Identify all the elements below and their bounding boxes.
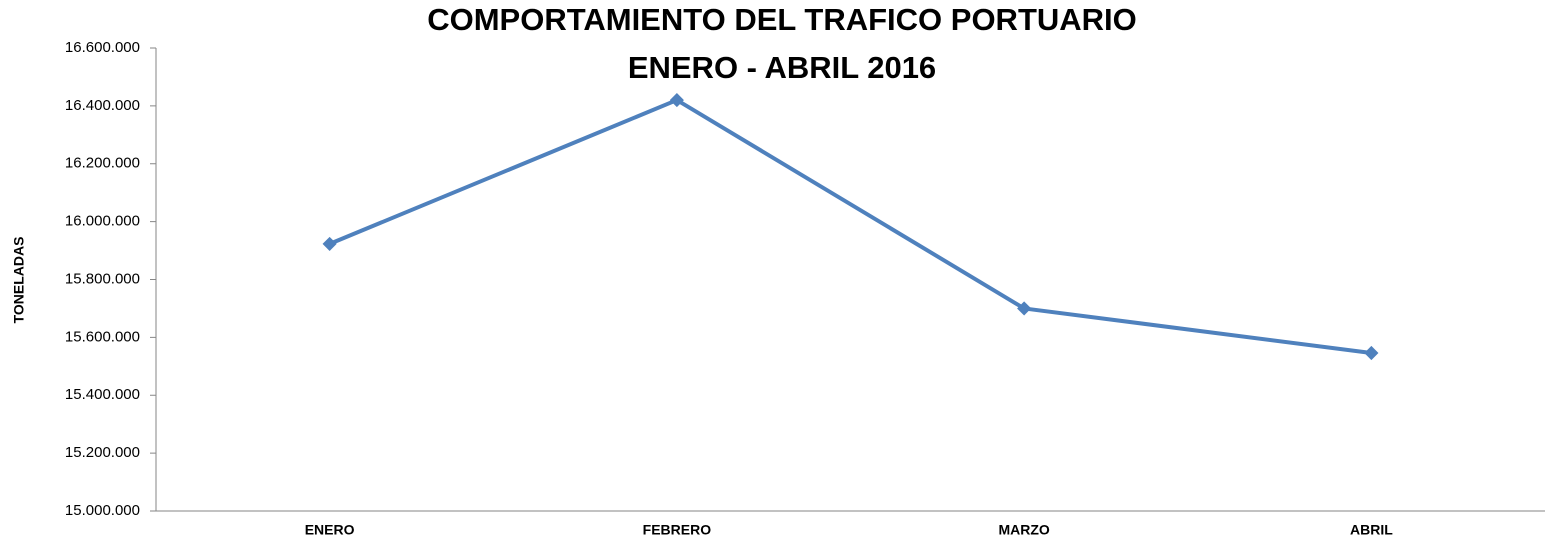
y-tick-label: 15.800.000 bbox=[65, 270, 140, 287]
y-axis-label: TONELADAS bbox=[11, 237, 27, 324]
marker bbox=[322, 236, 337, 251]
marker bbox=[1017, 301, 1032, 316]
line bbox=[328, 98, 1372, 355]
y-tick-label: 15.600.000 bbox=[65, 328, 140, 345]
x-tick-label: ABRIL bbox=[1350, 522, 1393, 538]
y-tick-label: 15.400.000 bbox=[65, 386, 140, 403]
y-tick-label: 16.600.000 bbox=[65, 39, 140, 56]
x-tick-label: MARZO bbox=[998, 522, 1049, 538]
chart-subtitle: ENERO - ABRIL 2016 bbox=[628, 50, 936, 85]
y-tick-label: 16.000.000 bbox=[65, 213, 140, 230]
marker bbox=[669, 93, 684, 108]
chart-title: COMPORTAMIENTO DEL TRAFICO PORTUARIO bbox=[427, 2, 1137, 37]
x-tick-label: FEBRERO bbox=[643, 522, 712, 538]
marker bbox=[1364, 345, 1379, 361]
x-tick-label: ENERO bbox=[305, 522, 355, 538]
y-tick-label: 15.000.000 bbox=[65, 502, 140, 519]
y-tick-label: 16.400.000 bbox=[65, 97, 140, 114]
y-tick-label: 15.200.000 bbox=[65, 444, 140, 461]
y-tick-label: 16.200.000 bbox=[65, 155, 140, 172]
